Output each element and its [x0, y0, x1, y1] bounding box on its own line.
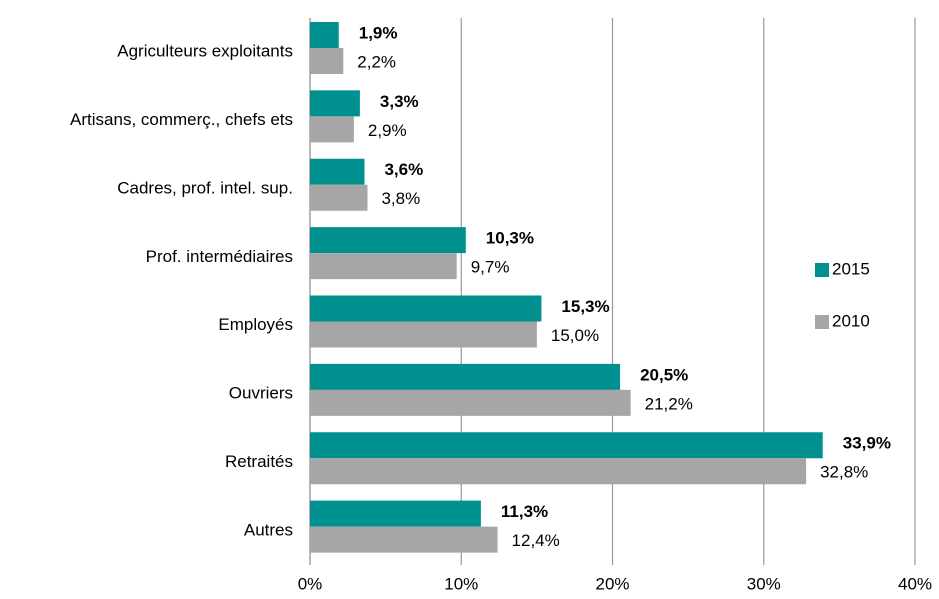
- value-label: 3,3%: [380, 92, 419, 111]
- bar: [310, 500, 481, 527]
- bar: [310, 158, 365, 185]
- x-tick-label: 10%: [444, 574, 478, 593]
- bar: [310, 90, 360, 117]
- bar: [310, 321, 537, 348]
- bar: [310, 184, 368, 211]
- value-label: 15,3%: [561, 297, 609, 316]
- value-label: 21,2%: [645, 394, 693, 413]
- y-tick-label: Agriculteurs exploitants: [117, 42, 293, 61]
- value-label: 2,2%: [357, 52, 396, 71]
- bar: [310, 458, 807, 485]
- legend-swatch: [815, 263, 829, 277]
- bar: [310, 389, 631, 416]
- bar: [310, 227, 466, 254]
- value-label: 2,9%: [368, 121, 407, 140]
- bar: [310, 526, 498, 553]
- value-label: 11,3%: [501, 502, 548, 521]
- bar: [310, 432, 823, 459]
- value-label: 20,5%: [640, 365, 688, 384]
- value-label: 1,9%: [359, 23, 398, 42]
- x-tick-label: 20%: [595, 574, 629, 593]
- bar: [310, 253, 457, 280]
- bar: [310, 116, 354, 143]
- y-tick-label: Autres: [244, 520, 293, 539]
- value-label: 3,8%: [381, 189, 420, 208]
- y-tick-label: Cadres, prof. intel. sup.: [117, 178, 293, 197]
- value-label: 12,4%: [512, 531, 560, 550]
- x-tick-label: 40%: [898, 574, 932, 593]
- y-tick-label: Retraités: [225, 452, 293, 471]
- bar: [310, 363, 621, 390]
- y-tick-label: Prof. intermédiaires: [146, 247, 293, 266]
- x-tick-label: 0%: [298, 574, 323, 593]
- bar: [310, 22, 339, 48]
- legend-label: 2010: [832, 311, 870, 330]
- value-label: 15,0%: [551, 326, 599, 345]
- value-label: 9,7%: [471, 258, 510, 277]
- legend-label: 2015: [832, 259, 870, 278]
- y-tick-label: Ouvriers: [229, 384, 293, 403]
- bar: [310, 48, 344, 74]
- value-label: 10,3%: [486, 229, 534, 248]
- value-label: 33,9%: [843, 434, 891, 453]
- x-tick-label: 30%: [747, 574, 781, 593]
- y-tick-label: Employés: [218, 315, 293, 334]
- y-tick-label: Artisans, commerç., chefs ets: [70, 110, 293, 129]
- value-label: 32,8%: [820, 463, 868, 482]
- bar: [310, 295, 542, 322]
- legend-swatch: [815, 315, 829, 329]
- value-label: 3,6%: [384, 160, 423, 179]
